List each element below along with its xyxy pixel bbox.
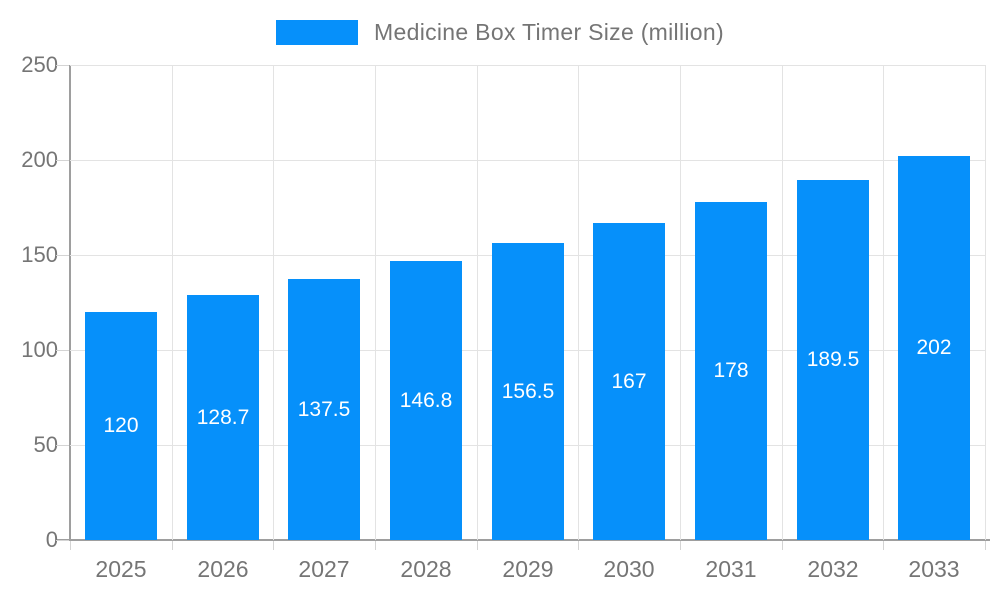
gridline-vertical [273, 65, 274, 540]
bar-value-label: 178 [713, 359, 749, 382]
x-tick-label: 2029 [502, 556, 554, 582]
y-axis-tick [56, 65, 69, 66]
x-tick-label: 2025 [95, 556, 147, 582]
x-tick-label: 2033 [908, 556, 960, 582]
legend-swatch-icon [276, 19, 359, 45]
x-tick-label: 2027 [298, 556, 350, 582]
bar-value-label: 146.8 [399, 388, 453, 412]
bar-2028: 146.8 [390, 261, 462, 540]
bar-2027: 137.5 [288, 279, 360, 540]
gridline-vertical [985, 65, 986, 540]
gridline-horizontal [70, 65, 985, 66]
y-axis-line [69, 65, 71, 540]
bar-2032: 189.5 [797, 180, 869, 540]
x-axis-line [56, 539, 990, 541]
x-axis-tick [477, 541, 478, 550]
x-axis-tick [985, 541, 986, 550]
x-axis-tick [883, 541, 884, 550]
x-tick-label: 2030 [603, 556, 655, 582]
bar-2030: 167 [593, 223, 665, 540]
plot-area: 120 128.7 137.5 146.8 156.5 167 178 189.5 202 [70, 65, 986, 540]
x-tick-label: 2031 [705, 556, 757, 582]
gridline-vertical [477, 65, 478, 540]
x-tick-label: 2032 [807, 556, 859, 582]
y-tick-label: 250 [21, 52, 58, 77]
x-axis-tick [273, 541, 274, 550]
bar-2026: 128.7 [187, 295, 259, 540]
bar-2031: 178 [695, 202, 767, 540]
x-axis-tick [70, 541, 71, 550]
x-tick-label: 2028 [400, 556, 452, 582]
y-tick-label: 50 [33, 432, 58, 457]
bar-value-label: 120 [103, 414, 139, 437]
y-axis-tick [56, 540, 69, 541]
x-axis-tick [375, 541, 376, 550]
y-axis-tick [56, 445, 69, 446]
legend-label: Medicine Box Timer Size (million) [374, 18, 724, 45]
y-tick-label: 200 [21, 147, 58, 172]
gridline-vertical [578, 65, 579, 540]
bar-2029: 156.5 [492, 243, 564, 540]
bar-2033: 202 [898, 156, 970, 540]
gridline-vertical [883, 65, 884, 540]
x-axis-tick [680, 541, 681, 550]
bar-value-label: 189.5 [806, 348, 860, 371]
x-axis-tick [578, 541, 579, 550]
y-tick-label: 150 [21, 242, 58, 267]
y-tick-label: 0 [45, 527, 58, 552]
y-axis-tick [56, 255, 69, 256]
gridline-horizontal [70, 160, 985, 161]
bar-value-label: 202 [916, 336, 952, 359]
bar-2025: 120 [85, 312, 157, 540]
x-axis-tick [782, 541, 783, 550]
bar-value-label: 137.5 [297, 397, 351, 421]
y-axis-tick [56, 350, 69, 351]
bar-value-label: 156.5 [501, 379, 555, 403]
bar-value-label: 128.7 [196, 405, 250, 429]
gridline-vertical [782, 65, 783, 540]
bar-value-label: 167 [611, 369, 647, 393]
y-tick-label: 100 [21, 337, 58, 362]
gridline-vertical [680, 65, 681, 540]
x-axis-tick [172, 541, 173, 550]
gridline-vertical [375, 65, 376, 540]
y-axis-tick [56, 160, 69, 161]
x-tick-label: 2026 [197, 556, 249, 582]
gridline-vertical [172, 65, 173, 540]
legend[interactable]: Medicine Box Timer Size (million) [0, 16, 1000, 48]
